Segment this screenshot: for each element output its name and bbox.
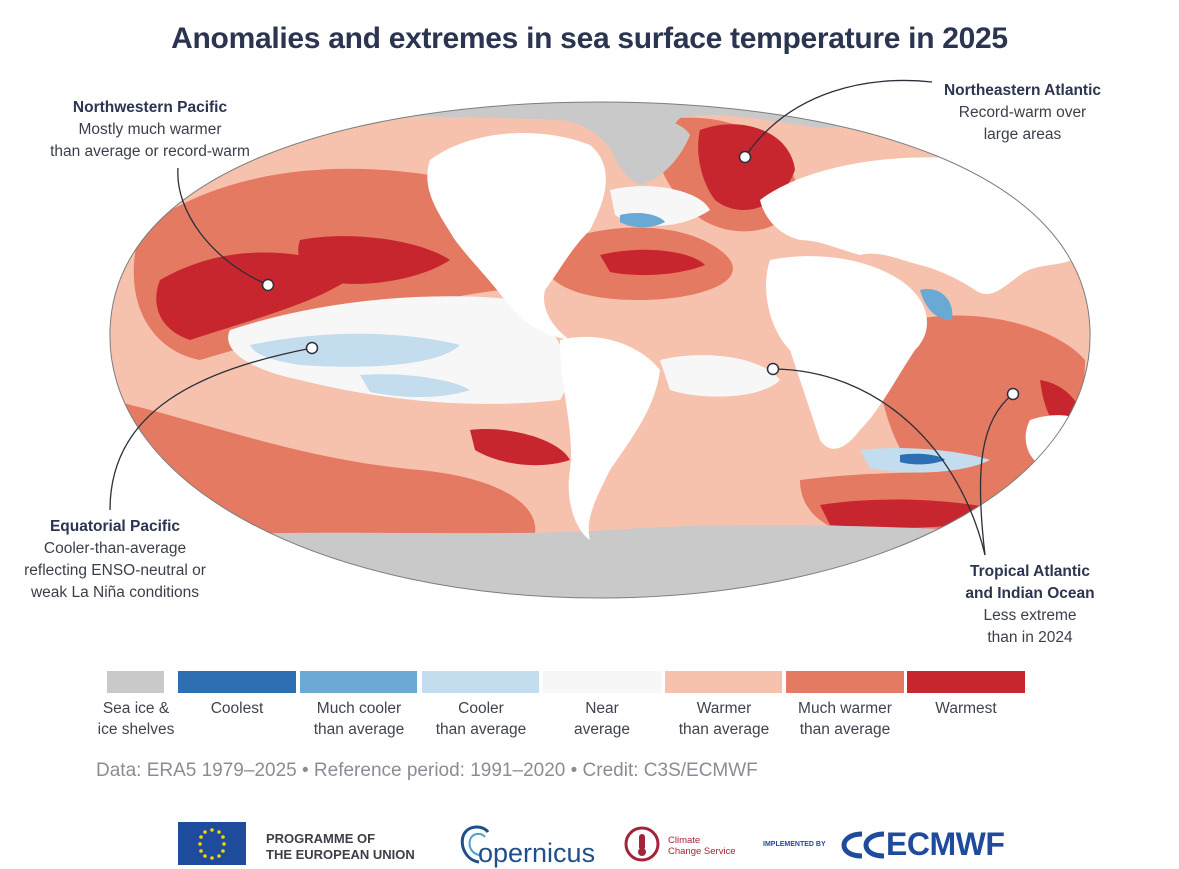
legend-swatch-much-warmer	[786, 671, 904, 693]
callout-nw-pacific-heading: Northwestern Pacific	[72, 99, 228, 116]
callout-ne-atlantic: Northeastern Atlantic Record-warm over l…	[930, 80, 1115, 146]
nw-pacific-warmest	[156, 252, 360, 340]
legend-label-coolest-line1: Coolest	[210, 700, 264, 717]
data-credit: Data: ERA5 1979–2025 • Reference period:…	[96, 760, 758, 781]
leader-line-eq-pacific	[109, 347, 313, 511]
callout-tropical-atlantic-text-2: than in 2024	[987, 629, 1073, 646]
legend-label-ice: Sea ice & ice shelves	[86, 698, 186, 740]
legend-swatch-warmer	[665, 671, 782, 693]
legend-label-warmer-line1: Warmer	[696, 700, 752, 717]
world-map	[109, 79, 1091, 599]
legend-label-much-warmer: Much warmer than average	[780, 698, 910, 740]
legend-label-ice-line2: ice shelves	[97, 721, 175, 738]
callout-ne-atlantic-heading: Northeastern Atlantic	[943, 82, 1102, 99]
eu-programme-line2: THE EUROPEAN UNION	[266, 847, 415, 862]
east-pacific-cooler	[360, 374, 470, 397]
leader-line-indian-ocean	[979, 393, 1014, 556]
copernicus-c-icon	[460, 825, 490, 864]
marker-eq-pacific	[305, 341, 319, 355]
callout-tropical-atlantic-heading-2: and Indian Ocean	[965, 585, 1095, 602]
legend-swatch-coolest	[178, 671, 296, 693]
legend-swatch-much-cooler	[300, 671, 417, 693]
legend-label-coolest: Coolest	[178, 698, 296, 719]
c3s-line1: Climate	[668, 835, 701, 846]
callout-eq-pacific-text-3: weak La Niña conditions	[30, 584, 200, 601]
eu-programme-line1: PROGRAMME OF	[266, 831, 376, 846]
callout-tropical-atlantic: Tropical Atlantic and Indian Ocean Less …	[945, 561, 1115, 649]
callout-eq-pacific-text-2: reflecting ENSO-neutral or	[24, 562, 206, 579]
ne-atlantic-warmest	[698, 124, 795, 210]
marker-tropical-atlantic	[766, 362, 780, 376]
legend-label-cooler-line2: than average	[435, 721, 527, 738]
legend-label-near-line1: Near	[585, 700, 619, 717]
legend-swatch-warmest	[907, 671, 1025, 693]
marker-ne-atlantic	[738, 150, 752, 164]
legend-label-ice-line1: Sea ice &	[102, 700, 170, 717]
legend-label-warmer: Warmer than average	[659, 698, 789, 740]
legend-label-cooler-line1: Cooler	[458, 700, 504, 717]
land-greenland	[609, 115, 690, 185]
legend-label-cooler: Cooler than average	[416, 698, 546, 740]
legend-label-much-cooler-line2: than average	[313, 721, 405, 738]
callout-nw-pacific-text-1: Mostly much warmer	[78, 121, 222, 138]
implemented-by-label: IMPLEMENTED BY	[763, 841, 826, 848]
eu-programme-logo: PROGRAMME OF THE EUROPEAN UNION	[266, 831, 415, 863]
leader-line-ne-atlantic	[744, 79, 933, 158]
eu-flag-icon	[178, 822, 246, 865]
callout-ne-atlantic-text-1: Record-warm over	[958, 104, 1087, 121]
legend-label-much-warmer-line2: than average	[799, 721, 891, 738]
legend-label-warmest-line1: Warmest	[935, 700, 997, 717]
labrador-sea-much-cooler	[620, 212, 665, 228]
legend-label-warmest: Warmest	[901, 698, 1031, 719]
land-south-america	[560, 336, 660, 540]
leader-line-tropical-atlantic	[772, 368, 986, 556]
callout-ne-atlantic-text-2: large areas	[983, 126, 1062, 143]
map-outline	[109, 101, 1091, 599]
callout-eq-pacific-text-1: Cooler-than-average	[43, 540, 187, 557]
arabian-sea-much-cooler	[920, 289, 953, 320]
north-pacific-warmest	[298, 236, 450, 284]
ecmwf-icon	[841, 831, 885, 859]
southern-indian-coolest	[900, 453, 945, 465]
legend-label-warmer-line2: than average	[678, 721, 770, 738]
marker-nw-pacific	[261, 278, 275, 292]
copernicus-logo-text: opernicus	[478, 838, 596, 868]
land-eurasia	[760, 157, 1085, 295]
legend-swatch-ice	[107, 671, 164, 693]
c3s-logo-text: Climate Change Service	[668, 835, 736, 857]
land-africa	[766, 256, 927, 449]
legend-swatch-cooler	[422, 671, 539, 693]
south-atlantic-near	[660, 355, 780, 397]
mid-atlantic-warmest	[600, 249, 705, 276]
callout-eq-pacific-heading: Equatorial Pacific	[49, 518, 181, 535]
callout-eq-pacific: Equatorial Pacific Cooler-than-average r…	[10, 516, 220, 604]
callout-nw-pacific: Northwestern Pacific Mostly much warmer …	[30, 97, 270, 163]
land-north-america	[427, 133, 606, 340]
climate-change-service-icon	[624, 826, 660, 862]
map-title: Anomalies and extremes in sea surface te…	[171, 22, 1008, 55]
leader-line-nw-pacific	[177, 167, 269, 286]
callout-tropical-atlantic-text-1: Less extreme	[983, 607, 1077, 624]
marker-indian-ocean	[1006, 387, 1020, 401]
legend-swatch-near	[543, 671, 661, 693]
south-pacific-warmest	[470, 429, 570, 466]
legend-label-near-line2: average	[573, 721, 630, 738]
legend-label-much-cooler-line1: Much cooler	[316, 700, 402, 717]
legend-label-much-warmer-line1: Much warmer	[798, 700, 892, 717]
land-australia	[1025, 415, 1091, 470]
callout-nw-pacific-text-2: than average or record-warm	[50, 143, 250, 160]
c3s-line2: Change Service	[668, 846, 736, 857]
legend-label-much-cooler: Much cooler than average	[294, 698, 424, 740]
callout-tropical-atlantic-heading-1: Tropical Atlantic	[969, 563, 1090, 580]
legend-label-near: Near average	[537, 698, 667, 740]
ecmwf-logo-text: ECMWF	[886, 826, 1005, 862]
equatorial-pacific-cooler	[250, 333, 460, 367]
